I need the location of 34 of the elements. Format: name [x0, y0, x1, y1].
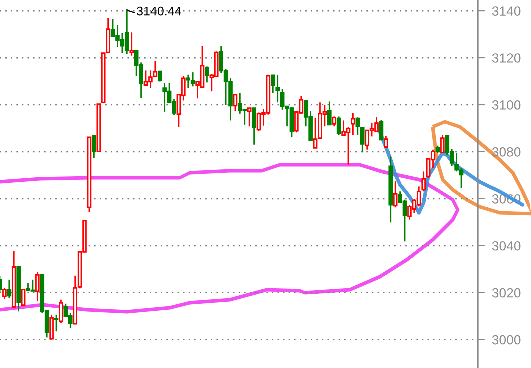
candlestick: [7, 279, 12, 299]
candlestick: [214, 50, 219, 78]
candlestick: [336, 116, 342, 136]
y-tick-label: 3000: [492, 335, 521, 345]
candlestick: [247, 108, 252, 128]
annotation: 3140.44: [137, 6, 182, 16]
candlestick: [332, 116, 337, 128]
y-tick-label: 3040: [492, 241, 521, 251]
candlestick: [186, 74, 191, 89]
candlestick: [205, 66, 210, 84]
y-tick-label: 3100: [492, 100, 521, 110]
candlestick: [36, 271, 40, 302]
candlestick: [440, 134, 445, 154]
y-tick-label: 3140: [492, 6, 521, 16]
candlestick: [50, 314, 54, 341]
candlestick: [233, 94, 238, 112]
candlestick: [393, 180, 398, 208]
candlestick: [328, 100, 332, 126]
candlestick: [252, 108, 256, 146]
y-tick-label: 3080: [492, 148, 521, 157]
candlestick: [158, 70, 162, 82]
candlestick: [21, 289, 26, 306]
candlestick: [360, 126, 365, 154]
candlestick: [351, 112, 356, 136]
candlestick: [356, 116, 360, 136]
candlestick: [2, 287, 7, 300]
candlestick: [59, 299, 64, 324]
candlestick: [384, 135, 388, 148]
candlestick: [92, 134, 96, 159]
y-tick-label: 3020: [492, 288, 521, 298]
candlestick: [54, 314, 59, 332]
candlestick: [379, 119, 384, 141]
candlestick: [130, 32, 134, 57]
y-tick-label: 3120: [492, 54, 521, 63]
